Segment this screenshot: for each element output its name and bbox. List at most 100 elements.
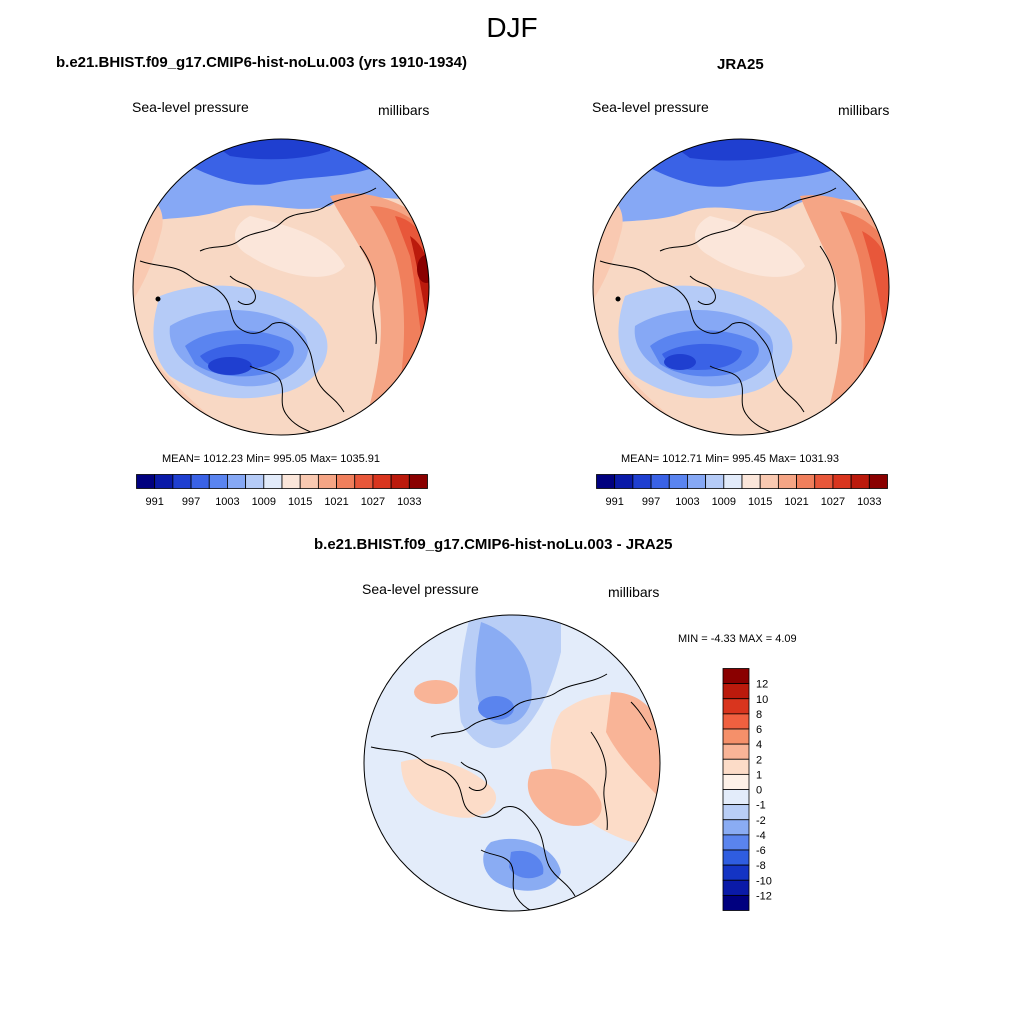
colorbar-swatch: [814, 474, 834, 489]
colorbar-swatch: [722, 804, 750, 821]
colorbar-swatch: [722, 819, 750, 836]
panel-1-title: b.e21.BHIST.f09_g17.CMIP6-hist-noLu.003 …: [56, 54, 467, 71]
colorbar-swatch: [614, 474, 634, 489]
colorbar-tick-label: -12: [756, 890, 772, 902]
panel-1-colorbar: 991 997 1003 1009 1015 1021 1027 1033: [136, 474, 428, 508]
colorbar-tick-label: -8: [756, 860, 766, 872]
panel-2-units-label: millibars: [838, 102, 890, 118]
colorbar-swatch: [722, 728, 750, 745]
colorbar-swatch: [722, 773, 750, 790]
colorbar-tick-label: -4: [756, 830, 766, 842]
colorbar-tick-label: 8: [756, 709, 762, 721]
panel-2-colorbar: 991 997 1003 1009 1015 1021 1027 1033: [596, 474, 888, 508]
colorbar-swatch: [281, 474, 301, 489]
colorbar-swatch: [154, 474, 174, 489]
colorbar-swatch: [336, 474, 356, 489]
colorbar-tick-label: 991: [146, 496, 164, 508]
colorbar-tick-label: 1003: [675, 496, 699, 508]
colorbar-tick-label: -10: [756, 875, 772, 887]
colorbar-tick-label: 1015: [748, 496, 772, 508]
panel-1-polar-map: [132, 138, 430, 436]
panel-3-variable-label: Sea-level pressure: [362, 581, 479, 597]
colorbar-2-swatches: [596, 474, 888, 489]
colorbar-3-swatches: [722, 668, 750, 911]
panel-3-stats: MIN = -4.33 MAX = 4.09: [678, 633, 797, 645]
colorbar-swatch: [263, 474, 283, 489]
colorbar-swatch: [245, 474, 265, 489]
colorbar-swatch: [390, 474, 410, 489]
panel-3-polar-map: [363, 614, 661, 912]
colorbar-swatch: [722, 834, 750, 851]
panel-3-title: b.e21.BHIST.f09_g17.CMIP6-hist-noLu.003 …: [314, 536, 673, 553]
colorbar-swatch: [741, 474, 761, 489]
colorbar-tick-label: 1009: [712, 496, 736, 508]
colorbar-swatch: [722, 849, 750, 866]
colorbar-swatch: [796, 474, 816, 489]
colorbar-swatch: [722, 698, 750, 715]
colorbar-swatch: [354, 474, 374, 489]
colorbar-tick-label: 1: [756, 769, 762, 781]
colorbar-tick-label: 12: [756, 679, 768, 691]
colorbar-tick-label: 1003: [215, 496, 239, 508]
panel-3-units-label: millibars: [608, 584, 660, 600]
colorbar-tick-label: 991: [606, 496, 624, 508]
colorbar-tick-label: 1027: [361, 496, 385, 508]
panel-1-stats: MEAN= 1012.23 Min= 995.05 Max= 1035.91: [162, 453, 381, 465]
panel-1-units-label: millibars: [378, 102, 430, 118]
colorbar-swatch: [868, 474, 888, 489]
colorbar-swatch: [299, 474, 319, 489]
colorbar-swatch: [759, 474, 779, 489]
colorbar-swatch: [190, 474, 210, 489]
colorbar-tick-label: 1033: [857, 496, 881, 508]
colorbar-swatch: [172, 474, 192, 489]
colorbar-swatch: [372, 474, 392, 489]
colorbar-tick-label: 6: [756, 724, 762, 736]
colorbar-tick-label: 1021: [324, 496, 348, 508]
colorbar-swatch: [722, 864, 750, 881]
colorbar-tick-label: 1009: [252, 496, 276, 508]
colorbar-swatch: [722, 668, 750, 685]
colorbar-tick-label: 10: [756, 694, 768, 706]
colorbar-swatch: [408, 474, 428, 489]
colorbar-swatch: [632, 474, 652, 489]
colorbar-swatch: [850, 474, 870, 489]
colorbar-swatch: [317, 474, 337, 489]
colorbar-swatch: [722, 683, 750, 700]
page-title: DJF: [486, 12, 538, 43]
colorbar-swatch: [723, 474, 743, 489]
colorbar-swatch: [722, 789, 750, 806]
colorbar-tick-label: -1: [756, 800, 766, 812]
colorbar-tick-label: 2: [756, 754, 762, 766]
colorbar-tick-label: -6: [756, 845, 766, 857]
colorbar-swatch: [777, 474, 797, 489]
colorbar-tick-label: 1021: [784, 496, 808, 508]
panel-1-variable-label: Sea-level pressure: [132, 99, 249, 115]
colorbar-swatch: [722, 713, 750, 730]
colorbar-swatch: [722, 879, 750, 896]
colorbar-tick-label: 1027: [821, 496, 845, 508]
colorbar-1-swatches: [136, 474, 428, 489]
colorbar-tick-label: 1033: [397, 496, 421, 508]
colorbar-tick-label: 1015: [288, 496, 312, 508]
colorbar-tick-label: 997: [642, 496, 660, 508]
colorbar-swatch: [208, 474, 228, 489]
colorbar-swatch: [705, 474, 725, 489]
colorbar-swatch: [136, 474, 156, 489]
colorbar-tick-label: 4: [756, 739, 762, 751]
colorbar-swatch: [650, 474, 670, 489]
colorbar-tick-label: -2: [756, 815, 766, 827]
colorbar-1-labels: 991 997 1003 1009 1015 1021 1027 1033: [146, 496, 422, 508]
colorbar-swatch: [832, 474, 852, 489]
colorbar-swatch: [687, 474, 707, 489]
colorbar-swatch: [596, 474, 616, 489]
panel-2-title: JRA25: [717, 56, 764, 73]
panel-2-polar-map: [592, 138, 890, 436]
colorbar-swatch: [227, 474, 247, 489]
panel-2-stats: MEAN= 1012.71 Min= 995.45 Max= 1031.93: [621, 453, 840, 465]
colorbar-swatch: [722, 758, 750, 775]
colorbar-swatch: [722, 894, 750, 911]
colorbar-tick-label: 0: [756, 785, 762, 797]
colorbar-swatch: [722, 743, 750, 760]
